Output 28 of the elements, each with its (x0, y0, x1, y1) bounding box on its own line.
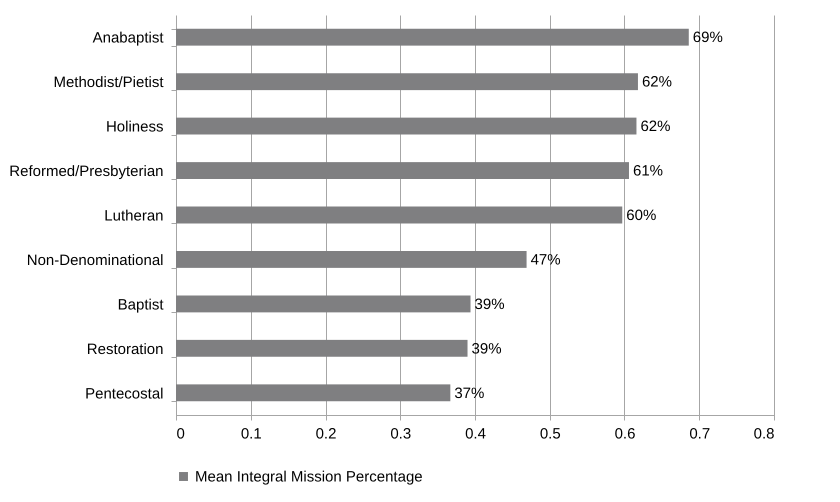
x-tick-label: 0.4 (465, 426, 486, 442)
data-label: 62% (640, 118, 670, 136)
data-label: 69% (692, 29, 723, 46)
y-tick-label: Holiness (106, 118, 164, 136)
data-label: 60% (626, 207, 656, 224)
data-label: 47% (530, 251, 561, 268)
y-tick-label: Restoration (86, 340, 164, 358)
x-tick-label: 0.5 (540, 426, 561, 442)
data-label: 39% (474, 296, 505, 313)
y-tick-label: Lutheran (104, 208, 164, 224)
x-tick-label: 0.3 (390, 426, 412, 442)
data-label: 62% (642, 74, 672, 91)
data-label: 37% (454, 384, 484, 402)
x-tick-label: 0.2 (316, 426, 336, 442)
data-label: 39% (472, 340, 502, 358)
y-tick-label: Methodist/Pietist (53, 74, 164, 92)
y-tick-label: Pentecostal (85, 385, 164, 402)
x-tick-label: 0.8 (754, 426, 774, 442)
legend-label: Mean Integral Mission Percentage (195, 468, 423, 486)
y-tick-label: Reformed/Presbyterian (9, 163, 164, 180)
x-tick-label: 0.7 (689, 426, 710, 442)
x-tick-label: 0 (176, 426, 185, 442)
y-tick-label: Baptist (118, 296, 164, 314)
x-tick-label: 0.1 (240, 426, 262, 442)
y-tick-label: Non-Denominational (26, 252, 164, 269)
x-tick-label: 0.6 (614, 426, 636, 442)
data-label: 61% (632, 162, 664, 180)
y-tick-label: Anabaptist (92, 30, 164, 47)
